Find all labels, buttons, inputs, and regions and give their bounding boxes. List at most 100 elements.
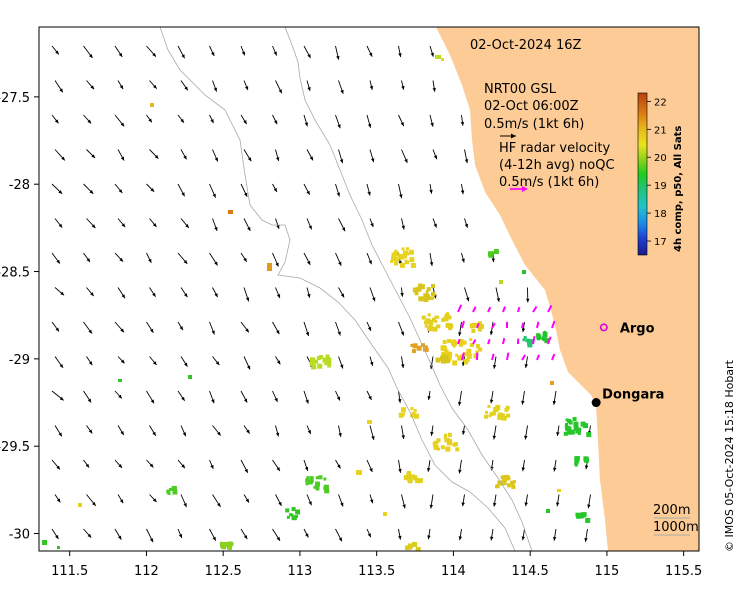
current-vector-arrowhead bbox=[338, 433, 342, 437]
current-vector-arrowhead bbox=[307, 293, 311, 298]
current-vector-arrowhead bbox=[401, 435, 405, 439]
sst-pixel bbox=[313, 485, 317, 489]
current-vector-arrowhead bbox=[276, 224, 280, 229]
current-vector-arrowhead bbox=[584, 538, 588, 542]
sst-pixel bbox=[415, 478, 421, 484]
hf-radar-arrow bbox=[502, 306, 506, 313]
hf-radar-arrow bbox=[551, 353, 556, 361]
sst-pixel bbox=[564, 425, 570, 431]
sst-pixel bbox=[413, 409, 417, 413]
current-vector-arrowhead bbox=[119, 257, 124, 262]
sst-pixel bbox=[393, 257, 398, 262]
current-vector-arrowhead bbox=[120, 122, 125, 127]
sst-pixel bbox=[221, 544, 227, 550]
sst-pixel bbox=[319, 355, 324, 360]
current-vector-arrowhead bbox=[399, 194, 403, 199]
sst-pixel bbox=[267, 263, 272, 271]
sst-pixel bbox=[557, 489, 561, 492]
x-axis-ticks: 111.5 112 112.5 113 113.5 114 114.5 115 115.5 bbox=[51, 551, 702, 579]
sst-pixel bbox=[401, 407, 407, 413]
sst-pixel bbox=[563, 431, 568, 436]
current-vector-arrowhead bbox=[309, 156, 313, 161]
sst-pixel bbox=[315, 486, 320, 491]
current-vector-arrowhead bbox=[552, 536, 557, 541]
sst-pixel bbox=[323, 484, 329, 490]
contour-1000m bbox=[159, 27, 516, 551]
current-vector-arrowhead bbox=[308, 501, 312, 506]
current-vector-arrowhead bbox=[278, 501, 282, 506]
current-vector-arrowhead bbox=[404, 158, 408, 163]
current-vector-arrowhead bbox=[245, 297, 250, 302]
current-vector-arrowhead bbox=[152, 498, 157, 503]
sst-pixel bbox=[317, 363, 323, 369]
current-vector-arrowhead bbox=[430, 122, 434, 127]
colorbar-tick-label: 18 bbox=[654, 209, 667, 220]
current-vector-arrowhead bbox=[247, 157, 252, 162]
sst-pixel bbox=[403, 250, 409, 256]
hf-radar-arrow bbox=[487, 306, 492, 313]
current-vector-arrowhead bbox=[153, 84, 157, 89]
current-vector-arrowhead bbox=[148, 258, 152, 263]
current-vector-arrowhead bbox=[149, 463, 154, 468]
current-vector-arrowhead bbox=[60, 291, 65, 296]
current-vector-arrowhead bbox=[88, 429, 93, 434]
sst-pixel bbox=[444, 433, 448, 437]
current-vector-arrowhead bbox=[58, 223, 63, 228]
sst-pixel bbox=[327, 360, 332, 365]
current-vector-arrowhead bbox=[489, 331, 494, 336]
current-vector-arrowhead bbox=[429, 504, 434, 509]
sst-pixel bbox=[401, 253, 407, 259]
sst-pixel bbox=[316, 356, 321, 361]
sst-pixel bbox=[565, 422, 569, 426]
current-vector-arrowhead bbox=[400, 292, 404, 297]
current-vector-arrowhead bbox=[492, 435, 497, 440]
sst-pixel bbox=[455, 353, 459, 357]
current-vector-arrowhead bbox=[215, 361, 220, 366]
sst-pixel bbox=[426, 293, 430, 297]
sst-pixel bbox=[575, 429, 580, 434]
current-vector-arrowhead bbox=[119, 499, 124, 504]
sst-pixel bbox=[501, 480, 507, 486]
sst-pixel bbox=[479, 347, 483, 351]
current-vector-arrowhead bbox=[210, 464, 214, 469]
current-vector-arrowhead bbox=[276, 466, 280, 471]
sst-pixel bbox=[305, 478, 310, 483]
sst-pixel bbox=[428, 323, 433, 328]
current-vector-arrowhead bbox=[368, 52, 373, 57]
current-vector-arrowhead bbox=[118, 189, 123, 193]
current-vector-arrowhead bbox=[397, 399, 402, 403]
sst-pixel bbox=[585, 517, 591, 523]
current-vector-arrowhead bbox=[276, 294, 281, 299]
current-vector-arrowhead bbox=[401, 85, 405, 90]
colorbar-title: 4h comp, p50, All Sats bbox=[673, 126, 684, 252]
sst-pixel bbox=[318, 475, 323, 480]
sst-pixel bbox=[367, 420, 372, 424]
current-vector-arrowhead bbox=[245, 498, 249, 503]
current-vector-arrowhead bbox=[429, 189, 433, 194]
current-vector-arrowhead bbox=[524, 502, 528, 507]
sst-pixel bbox=[575, 512, 580, 517]
current-vector-arrowhead bbox=[211, 51, 215, 56]
current-vector-arrowhead bbox=[56, 259, 60, 264]
sst-pixel bbox=[314, 359, 319, 364]
sst-pixel bbox=[484, 414, 489, 419]
sst-pixel bbox=[435, 357, 441, 363]
sst-pixel bbox=[425, 318, 431, 324]
sst-pixel bbox=[416, 345, 422, 351]
sst-pixel bbox=[307, 479, 313, 485]
sst-pixel bbox=[391, 256, 397, 262]
current-vector-arrowhead bbox=[304, 122, 309, 127]
current-vector-arrowhead bbox=[212, 193, 216, 198]
sst-pixel bbox=[434, 440, 439, 445]
current-vector-arrowhead bbox=[368, 395, 372, 400]
current-vector-arrowhead bbox=[556, 432, 560, 436]
sst-pixel bbox=[489, 411, 494, 416]
current-vector-arrowhead bbox=[244, 192, 248, 197]
current-vector-arrowhead bbox=[244, 468, 248, 473]
current-vector-arrowhead bbox=[433, 223, 437, 228]
current-vector-arrowhead bbox=[152, 361, 157, 366]
hf-radar-arrow bbox=[506, 352, 510, 361]
current-vector-arrowhead bbox=[273, 51, 277, 56]
sst-pixel bbox=[506, 476, 511, 481]
contour-200m bbox=[284, 27, 533, 551]
